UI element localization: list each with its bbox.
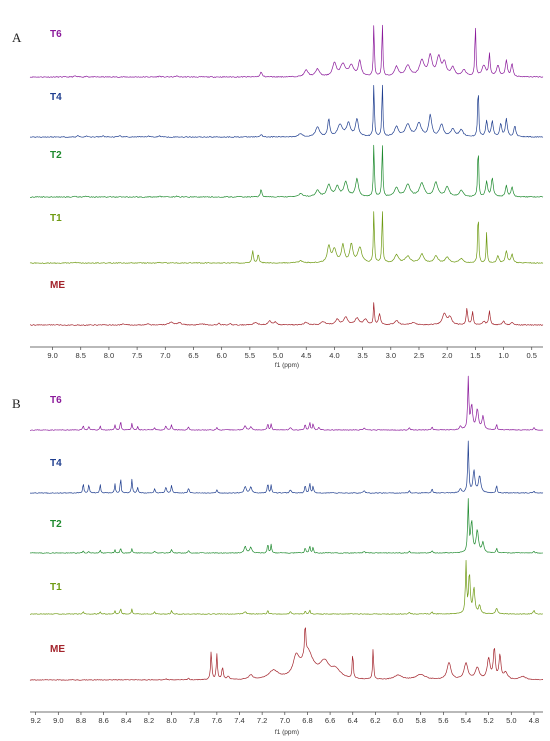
trace-label-me: ME	[50, 644, 65, 655]
panel-a-label: A	[12, 30, 22, 45]
x-tick-label: 1.0	[498, 351, 508, 360]
spectrum-trace-t6	[29, 375, 544, 431]
x-tick-label: 7.6	[212, 716, 222, 725]
x-tick-label: 5.2	[483, 716, 493, 725]
panel-a-traces: T6 T4 T2 T1 ME	[29, 24, 544, 326]
x-tick-label: 9.2	[30, 716, 40, 725]
x-tick-label: 9.0	[53, 716, 63, 725]
spectrum-trace-t4	[29, 84, 544, 138]
panel-b-ticks: 9.2 9.0 8.8 8.6 8.4 8.2 8.0 7.8 7.6 7.4 7.2 7.0 6.8 6…	[30, 712, 539, 725]
trace-label-t1: T1	[50, 582, 62, 593]
x-tick-label: 8.2	[144, 716, 154, 725]
x-tick-label: 7.8	[189, 716, 199, 725]
spectrum-trace-me	[29, 627, 544, 681]
spectrum-trace-t1	[29, 211, 544, 264]
x-tick-label: 8.6	[98, 716, 108, 725]
x-tick-label: 6.0	[216, 351, 226, 360]
trace-label-t2: T2	[50, 150, 62, 161]
x-tick-label: 6.5	[188, 351, 198, 360]
x-tick-label: 7.4	[234, 716, 244, 725]
x-tick-label: 6.2	[370, 716, 380, 725]
x-tick-label: 9.0	[47, 351, 57, 360]
x-tick-label: 8.0	[166, 716, 176, 725]
x-tick-label: 8.5	[76, 351, 86, 360]
trace-label-t1: T1	[50, 213, 62, 224]
trace-label-t2: T2	[50, 519, 62, 530]
spectrum-trace-t2	[29, 144, 544, 198]
panel-a: A T6 T4 T2 T1 ME 9.0 8.5 8.0 7.5 7.0 6.5 6.0 5.5 5.0…	[12, 24, 544, 369]
x-tick-label: 4.5	[301, 351, 311, 360]
x-tick-label: 6.6	[325, 716, 335, 725]
trace-label-t6: T6	[50, 395, 62, 406]
spectrum-trace-t4	[29, 440, 544, 494]
x-tick-label: 5.5	[245, 351, 255, 360]
x-tick-label: 5.8	[415, 716, 425, 725]
x-tick-label: 4.0	[329, 351, 339, 360]
x-tick-label: 8.4	[121, 716, 131, 725]
spectrum-trace-t6	[29, 24, 544, 78]
x-tick-label: 5.4	[461, 716, 471, 725]
spectrum-trace-t1	[29, 559, 544, 615]
trace-label-t6: T6	[50, 29, 62, 40]
x-tick-label: 6.8	[302, 716, 312, 725]
spectrum-trace-t2	[29, 498, 544, 554]
x-tick-label: 1.5	[470, 351, 480, 360]
x-tick-label: 3.5	[357, 351, 367, 360]
x-tick-label: 2.5	[414, 351, 424, 360]
x-tick-label: 8.8	[76, 716, 86, 725]
x-tick-label: 7.2	[257, 716, 267, 725]
x-tick-label: 5.0	[506, 716, 516, 725]
x-tick-label: 7.5	[132, 351, 142, 360]
x-tick-label: 7.0	[280, 716, 290, 725]
x-tick-label: 6.0	[393, 716, 403, 725]
trace-label-me: ME	[50, 280, 65, 291]
x-tick-label: 5.0	[273, 351, 283, 360]
panel-a-ticks: 9.0 8.5 8.0 7.5 7.0 6.5 6.0 5.5 5.0 4.5 4.0 3.5 3.0 2…	[47, 347, 537, 360]
panel-b: B T6 T4 T2 T1 ME 9.2 9.0 8.8 8.6 8.4 8.2 8.0 7.8 7.6…	[12, 375, 544, 736]
x-tick-label: 3.0	[386, 351, 396, 360]
x-tick-label: 0.5	[527, 351, 537, 360]
x-tick-label: 5.6	[438, 716, 448, 725]
panel-b-label: B	[12, 396, 21, 411]
x-tick-label: 4.8	[529, 716, 539, 725]
x-tick-label: 2.0	[442, 351, 452, 360]
panel-b-x-axis-title: f1 (ppm)	[275, 729, 299, 736]
spectrum-trace-me	[29, 302, 544, 326]
x-tick-label: 8.0	[104, 351, 114, 360]
panel-a-x-axis-title: f1 (ppm)	[275, 362, 299, 369]
panel-b-traces: T6 T4 T2 T1 ME	[29, 375, 544, 681]
x-tick-label: 7.0	[160, 351, 170, 360]
trace-label-t4: T4	[50, 458, 62, 469]
x-tick-label: 6.4	[348, 716, 358, 725]
trace-label-t4: T4	[50, 92, 62, 103]
